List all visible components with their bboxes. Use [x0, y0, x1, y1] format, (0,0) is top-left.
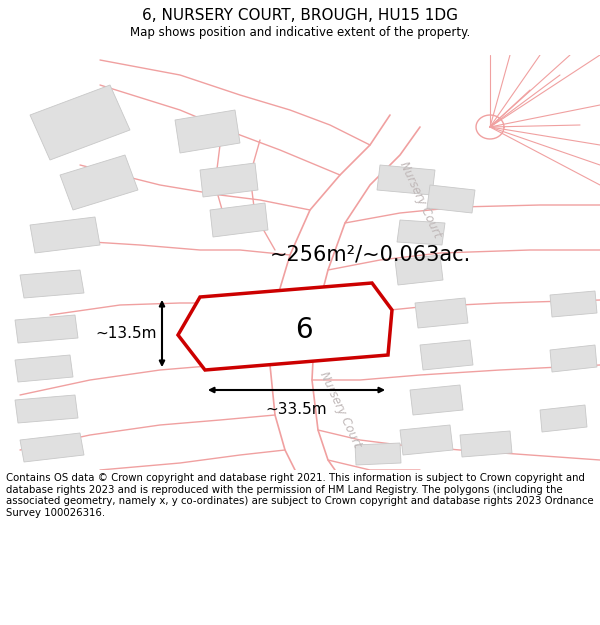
- Polygon shape: [377, 165, 435, 195]
- Text: 6: 6: [295, 316, 313, 344]
- Polygon shape: [460, 431, 512, 457]
- Polygon shape: [540, 405, 587, 432]
- Polygon shape: [427, 185, 475, 213]
- Polygon shape: [395, 255, 443, 285]
- Polygon shape: [397, 220, 445, 245]
- Polygon shape: [550, 291, 597, 317]
- Polygon shape: [550, 345, 597, 372]
- Text: Contains OS data © Crown copyright and database right 2021. This information is : Contains OS data © Crown copyright and d…: [6, 473, 593, 518]
- Text: ~33.5m: ~33.5m: [266, 402, 328, 417]
- Text: Nursery Court: Nursery Court: [397, 160, 443, 240]
- Polygon shape: [20, 433, 84, 462]
- Polygon shape: [410, 385, 463, 415]
- Polygon shape: [20, 270, 84, 298]
- Polygon shape: [178, 283, 392, 370]
- Text: ~256m²/~0.063ac.: ~256m²/~0.063ac.: [270, 245, 471, 265]
- Polygon shape: [15, 395, 78, 423]
- Text: ~13.5m: ~13.5m: [95, 326, 157, 341]
- Polygon shape: [30, 217, 100, 253]
- Polygon shape: [400, 425, 453, 455]
- Text: Map shows position and indicative extent of the property.: Map shows position and indicative extent…: [130, 26, 470, 39]
- Polygon shape: [60, 155, 138, 210]
- Text: Nursery Court: Nursery Court: [317, 370, 364, 450]
- Polygon shape: [200, 163, 258, 197]
- Polygon shape: [15, 315, 78, 343]
- Polygon shape: [175, 110, 240, 153]
- Text: 6, NURSERY COURT, BROUGH, HU15 1DG: 6, NURSERY COURT, BROUGH, HU15 1DG: [142, 8, 458, 23]
- Polygon shape: [420, 340, 473, 370]
- Polygon shape: [210, 203, 268, 237]
- Polygon shape: [15, 355, 73, 382]
- Polygon shape: [415, 298, 468, 328]
- Polygon shape: [355, 443, 401, 465]
- Polygon shape: [30, 85, 130, 160]
